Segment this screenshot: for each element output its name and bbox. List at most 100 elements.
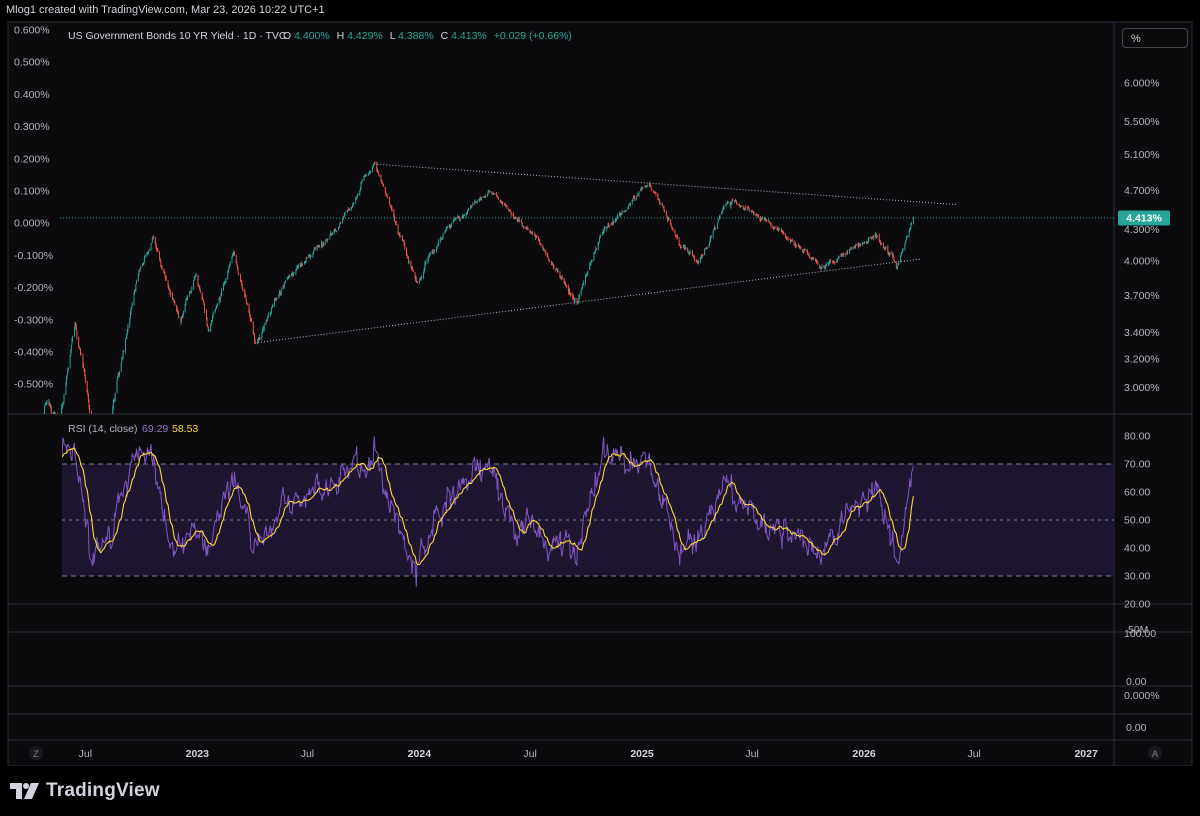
candle [760, 216, 762, 223]
candle [543, 248, 545, 252]
candle [782, 230, 784, 234]
candle [318, 245, 320, 248]
candle [866, 241, 868, 244]
candle [560, 275, 562, 281]
candle [815, 259, 817, 262]
left-axis-tick: 0.300% [14, 121, 50, 133]
candle [514, 216, 516, 220]
candle [595, 248, 597, 250]
candle [623, 210, 625, 213]
candle [282, 284, 284, 290]
candle [259, 337, 261, 340]
candle [628, 204, 630, 209]
candle [667, 216, 669, 221]
candle [631, 199, 633, 205]
candle [126, 333, 128, 340]
candle [466, 209, 468, 215]
candle [176, 306, 178, 313]
right-axis-tick: 4.300% [1124, 224, 1160, 236]
candle [833, 260, 835, 264]
candle [334, 228, 336, 233]
candle [532, 230, 533, 236]
candle [442, 232, 444, 239]
candle [454, 216, 456, 222]
candle [804, 248, 805, 252]
candle [880, 240, 881, 246]
candle [87, 393, 89, 403]
candle [45, 402, 47, 405]
tradingview-logo[interactable]: TradingView [10, 780, 160, 802]
candle [67, 367, 69, 375]
candle [710, 235, 712, 242]
candle [364, 173, 366, 178]
candle [139, 268, 141, 272]
candle [602, 228, 604, 235]
candle [348, 208, 350, 211]
candle [708, 244, 710, 249]
candle [823, 265, 825, 269]
candle [138, 269, 140, 276]
candle [466, 212, 468, 215]
candle [343, 215, 345, 217]
candle [727, 200, 729, 204]
candle [633, 194, 635, 199]
candle [811, 258, 813, 262]
rsi-axis-tick: 60.00 [1124, 487, 1150, 499]
corner-left-button[interactable] [29, 746, 43, 760]
right-axis-tick: 3.700% [1124, 290, 1160, 302]
candle [674, 229, 676, 235]
candle [591, 259, 593, 263]
candle [308, 254, 310, 258]
time-axis-tick: Jul [967, 748, 980, 760]
candle [590, 260, 592, 266]
candle [461, 216, 463, 219]
candle [76, 330, 78, 340]
candle [66, 376, 67, 386]
candle [299, 263, 301, 268]
candle [238, 272, 240, 276]
candle [621, 209, 623, 216]
candle [310, 254, 311, 260]
candle [323, 241, 325, 247]
candle [322, 242, 324, 247]
candle [201, 291, 203, 301]
candle [542, 244, 544, 251]
candle [297, 264, 299, 269]
candle [313, 247, 315, 252]
pane-axis-volume: 50M [1128, 624, 1148, 636]
candle [696, 259, 698, 263]
candle [393, 208, 395, 218]
candle [386, 193, 388, 197]
candle [625, 209, 627, 212]
candle [530, 231, 532, 233]
candle [637, 192, 639, 196]
candle [871, 237, 873, 240]
candle [270, 310, 272, 314]
candle [274, 298, 276, 307]
candle [90, 410, 92, 414]
candle [803, 248, 805, 254]
candle [126, 329, 128, 336]
candle [453, 219, 455, 222]
candle [884, 247, 886, 251]
candle [355, 196, 357, 201]
candle [738, 203, 740, 206]
candle [581, 284, 583, 290]
candle [748, 205, 749, 209]
candle [181, 316, 182, 323]
candle [224, 280, 226, 285]
candle [214, 309, 216, 314]
right-axis-tick: 3.000% [1124, 382, 1160, 394]
candle [529, 229, 531, 234]
candle [844, 253, 846, 258]
candle [287, 276, 289, 279]
corner-right-button[interactable] [1148, 746, 1162, 760]
scale-mode-button[interactable]: % [1122, 28, 1188, 48]
candle [278, 293, 280, 299]
candle [680, 245, 682, 250]
candle [131, 301, 133, 308]
candle [169, 289, 171, 296]
candle [743, 208, 745, 211]
candle [832, 259, 834, 265]
